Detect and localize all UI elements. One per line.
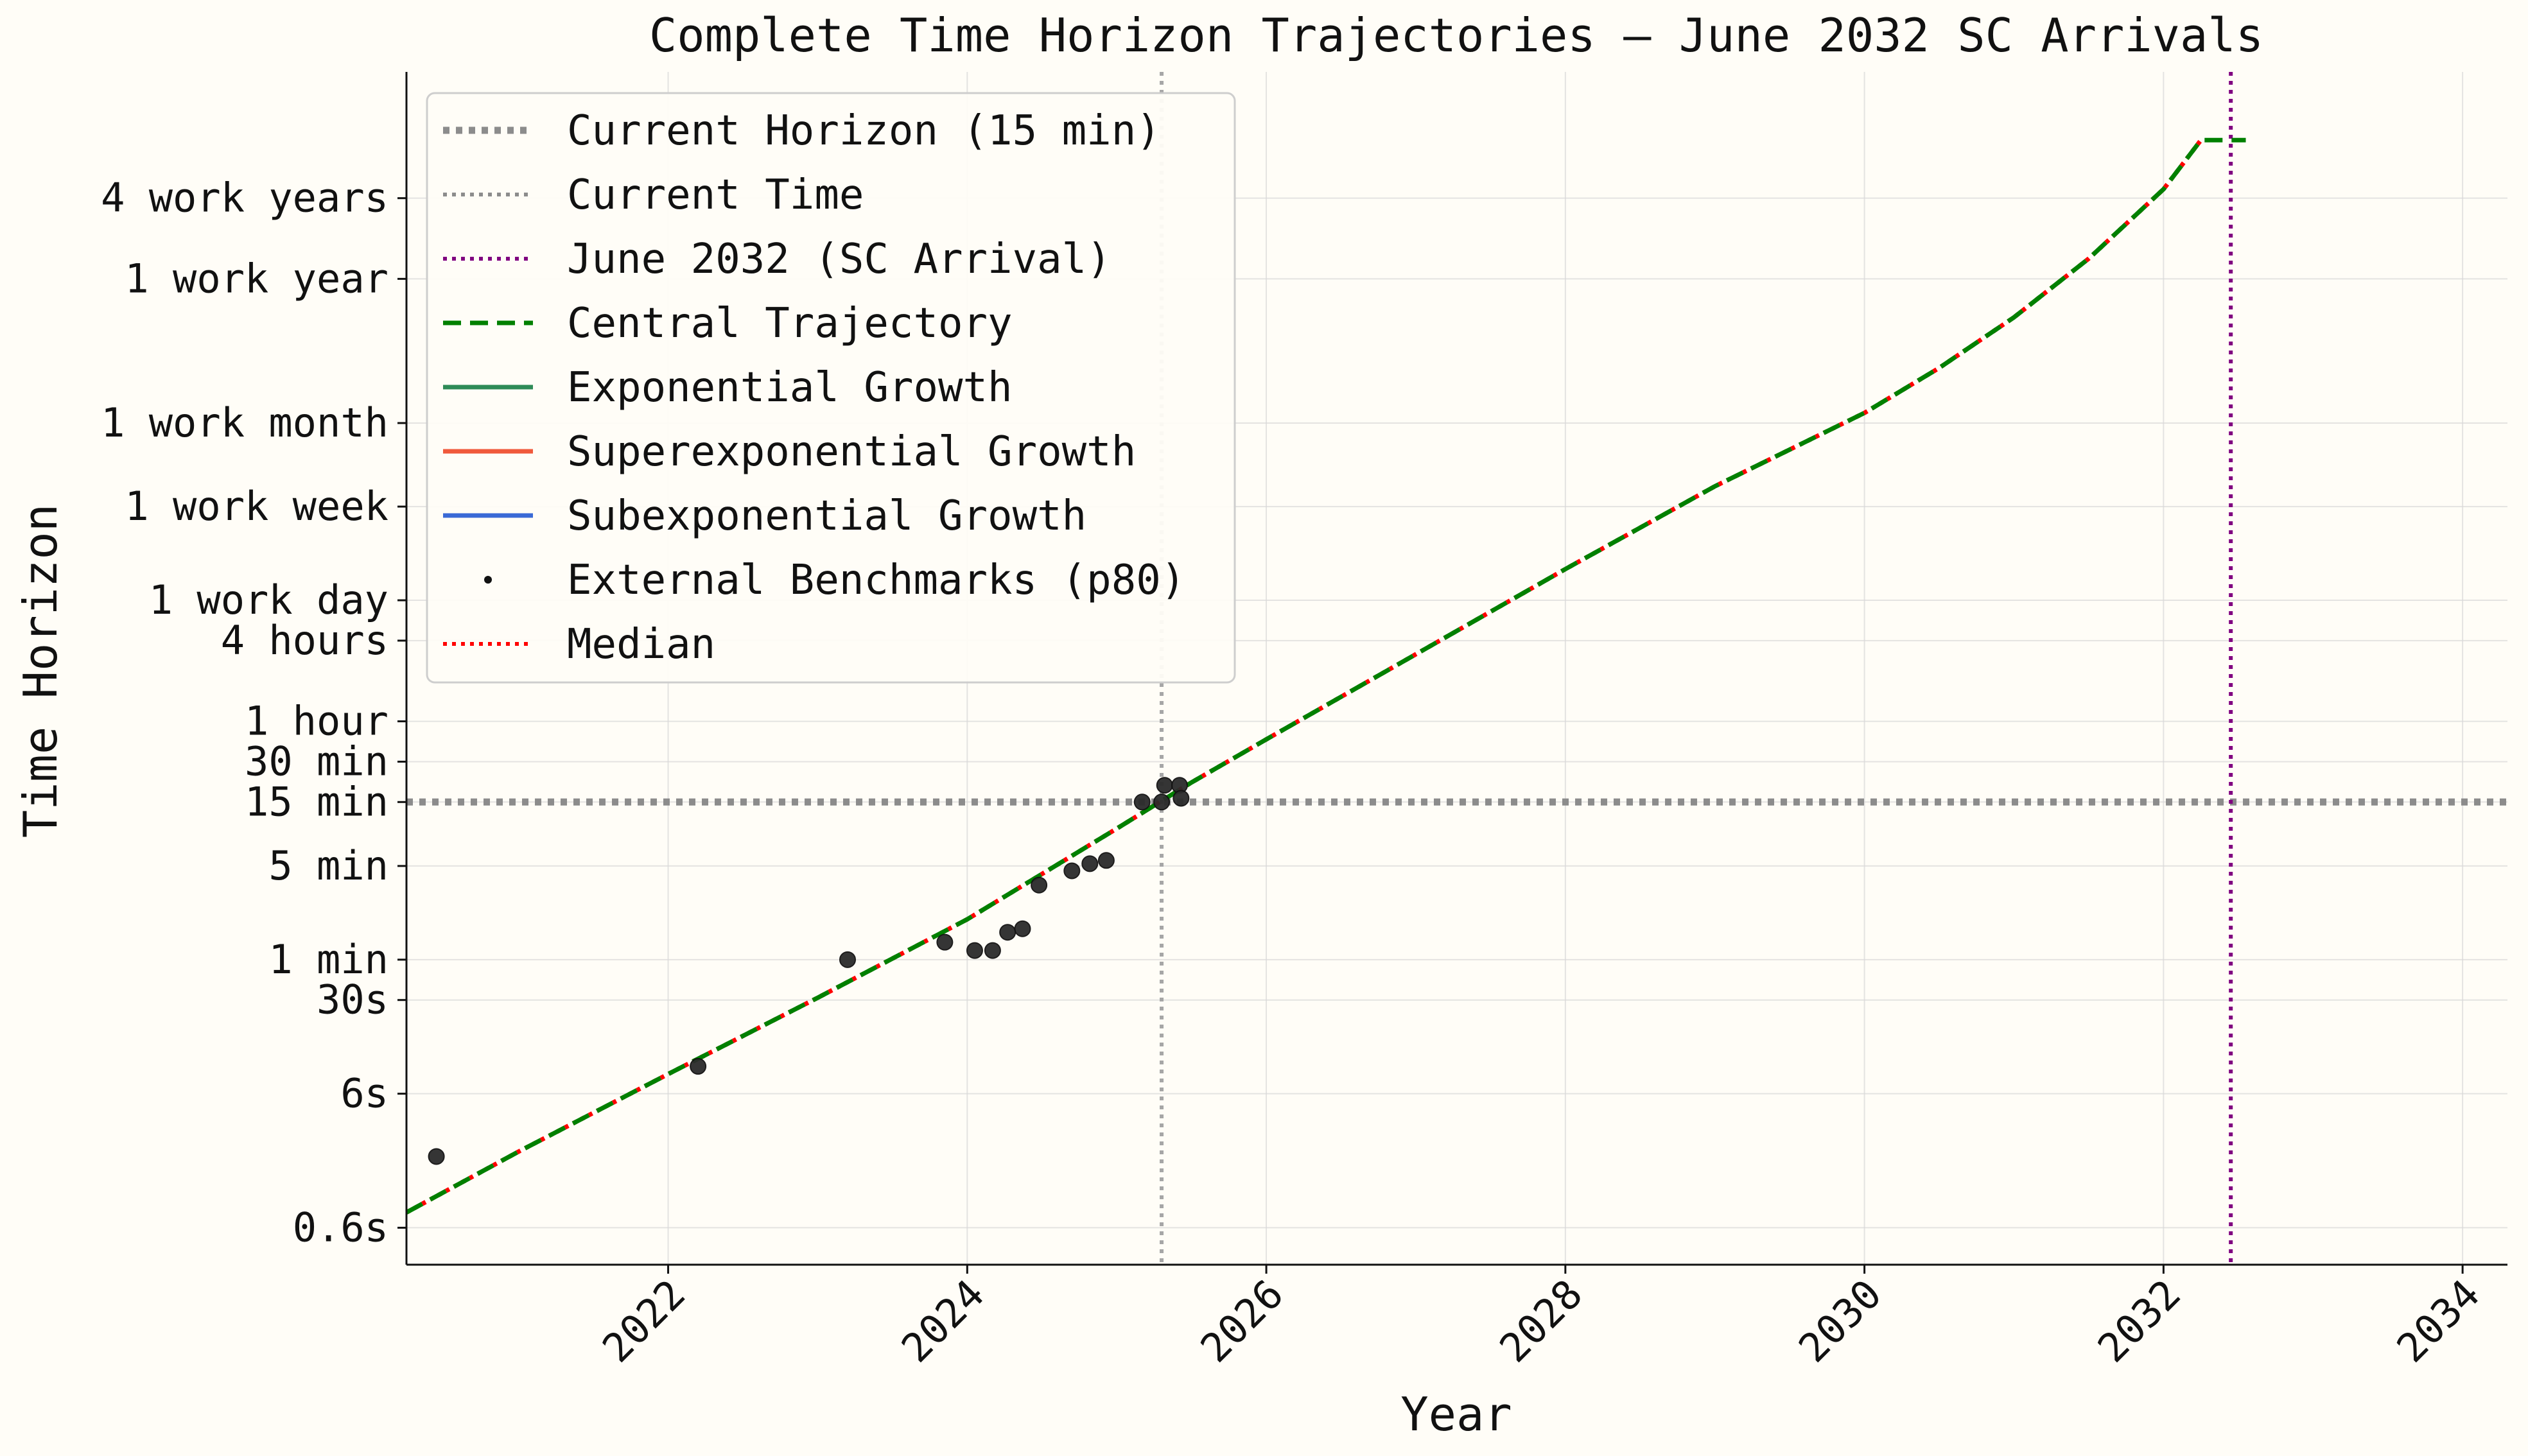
benchmark-point	[1031, 876, 1048, 894]
axes	[397, 72, 2507, 1274]
legend-label: June 2032 (SC Arrival)	[567, 236, 1111, 283]
benchmark-point	[1133, 793, 1151, 811]
legend-marker	[484, 576, 492, 584]
chart-title: Complete Time Horizon Trajectories — Jun…	[649, 8, 2263, 62]
y-tick-label: 1 work month	[101, 399, 388, 446]
benchmark-point	[1014, 920, 1031, 937]
benchmark-point	[1081, 855, 1099, 872]
legend-label: Exponential Growth	[567, 364, 1013, 412]
benchmark-point	[999, 924, 1016, 941]
x-axis-label: Year	[1400, 1387, 1512, 1441]
benchmark-point	[690, 1058, 707, 1075]
benchmark-point	[428, 1148, 445, 1165]
benchmark-point	[966, 942, 983, 959]
y-tick-label: 5 min	[268, 842, 388, 889]
series-lines	[405, 137, 2246, 1215]
benchmark-point	[1153, 793, 1171, 811]
legend: Current Horizon (15 min) Current Time June…	[426, 92, 1236, 684]
benchmark-point	[1172, 790, 1190, 807]
y-tick-label: 1 work week	[125, 483, 388, 530]
y-tick-label: 1 min	[268, 936, 388, 983]
y-tick-label: 1 hour	[245, 698, 388, 745]
legend-label: Subexponential Growth	[567, 492, 1086, 540]
benchmark-point	[1097, 852, 1115, 869]
y-tick-label: 1 work day	[149, 576, 388, 623]
y-axis-label: Time Horizon	[13, 504, 67, 838]
benchmark-point	[936, 933, 954, 951]
benchmark-point	[984, 942, 1001, 959]
benchmark-point	[1063, 862, 1081, 880]
benchmark-point	[1156, 777, 1173, 794]
benchmark-points	[428, 777, 1190, 1165]
legend-label: Current Horizon (15 min)	[567, 107, 1161, 155]
y-tick-label: 6s	[340, 1070, 388, 1117]
y-tick-label: 1 work year	[125, 255, 388, 302]
legend-label: Central Trajectory	[567, 300, 1013, 347]
legend-label: Current Time	[567, 171, 864, 219]
legend-box	[426, 92, 1236, 684]
legend-label: External Benchmarks (p80)	[567, 557, 1185, 604]
y-tick-label: 15 min	[245, 778, 388, 825]
benchmark-point	[839, 951, 857, 968]
y-tick-label: 30s	[317, 976, 388, 1023]
y-tick-label: 4 hours	[221, 617, 388, 664]
legend-label: Superexponential Growth	[567, 428, 1136, 476]
y-tick-label: 30 min	[245, 738, 388, 784]
y-tick-label: 0.6s	[293, 1204, 388, 1251]
legend-label: Median	[567, 621, 715, 668]
y-tick-label: 4 work years	[101, 175, 388, 221]
series-line	[405, 137, 2246, 1215]
